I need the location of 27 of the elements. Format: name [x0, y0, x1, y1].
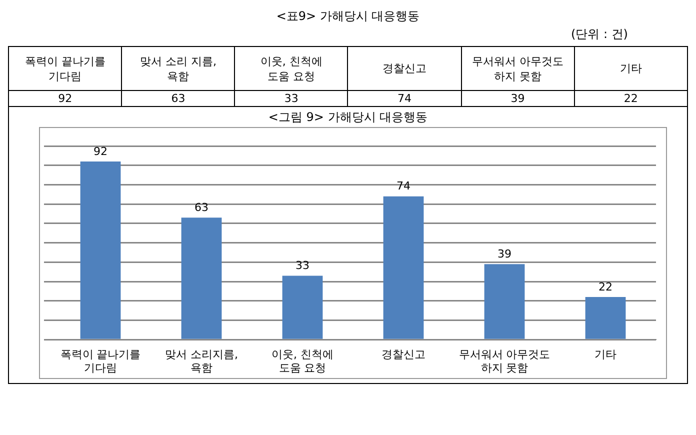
data-label: 33	[234, 90, 348, 106]
text: 기타	[618, 61, 643, 76]
x-tick-label: 기타	[594, 348, 616, 362]
data-label: 92	[8, 90, 122, 106]
data-label: 22	[574, 90, 688, 106]
x-tick-label: 폭력이 끝나기를 기다림	[60, 348, 141, 374]
annotation: 74	[396, 180, 410, 193]
annotation: 39	[498, 247, 512, 260]
x-tick-label: 이웃, 친척에 도움 요청	[272, 348, 334, 374]
x-tick-label: 무서워서 아무것도 하지 못함	[458, 348, 550, 374]
text: 이웃, 친척에 도움 요청	[259, 54, 324, 84]
x-tick-label: 경찰신고	[382, 348, 426, 362]
text: (단위 : 건)	[570, 26, 629, 43]
text: 무서워서 아무것도 하지 못함	[470, 54, 564, 84]
text: 맞서 소리 지름, 욕함	[138, 54, 218, 84]
data-label: 74	[348, 90, 462, 106]
data-label: 63	[122, 90, 235, 106]
annotation: 22	[598, 280, 612, 294]
annotation: 63	[194, 200, 208, 214]
data-label: 39	[461, 90, 574, 106]
annotation: 92	[94, 144, 108, 158]
text: <표9> 가해당시 대응행동	[275, 8, 421, 25]
annotation: 33	[296, 259, 310, 272]
chart-title: <그림 9> 가해당시 대응행동	[267, 109, 429, 126]
x-tick-label: 맞서 소리지름, 욕함	[165, 348, 238, 374]
text: 경찰신고	[382, 61, 428, 76]
text: 폭력이 끝나기를 기다림	[24, 54, 106, 84]
